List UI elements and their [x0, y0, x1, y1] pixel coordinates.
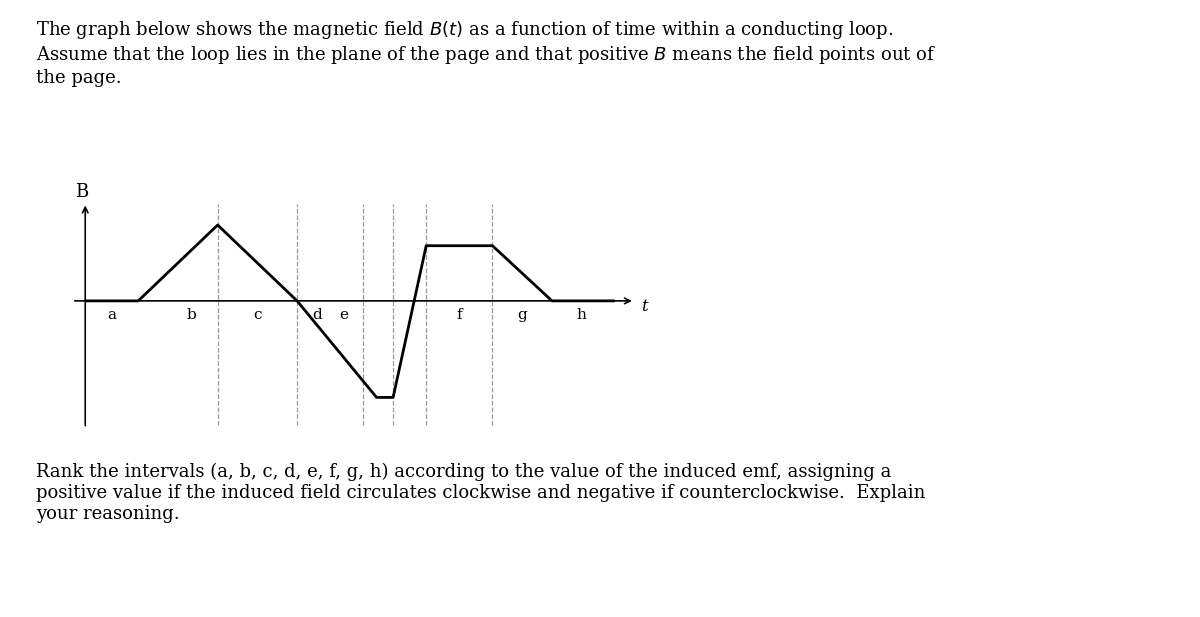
Text: f: f	[456, 308, 462, 323]
Text: b: b	[186, 308, 196, 323]
Text: a: a	[107, 308, 116, 323]
Text: Rank the intervals (a, b, c, d, e, f, g, h) according to the value of the induce: Rank the intervals (a, b, c, d, e, f, g,…	[36, 463, 925, 523]
Text: g: g	[517, 308, 527, 323]
Text: c: c	[253, 308, 262, 323]
Text: d: d	[312, 308, 322, 323]
Text: The graph below shows the magnetic field $B(t)$ as a function of time within a c: The graph below shows the magnetic field…	[36, 19, 936, 86]
Text: h: h	[577, 308, 587, 323]
Text: t: t	[641, 297, 648, 315]
Text: B: B	[76, 183, 89, 201]
Text: e: e	[338, 308, 348, 323]
